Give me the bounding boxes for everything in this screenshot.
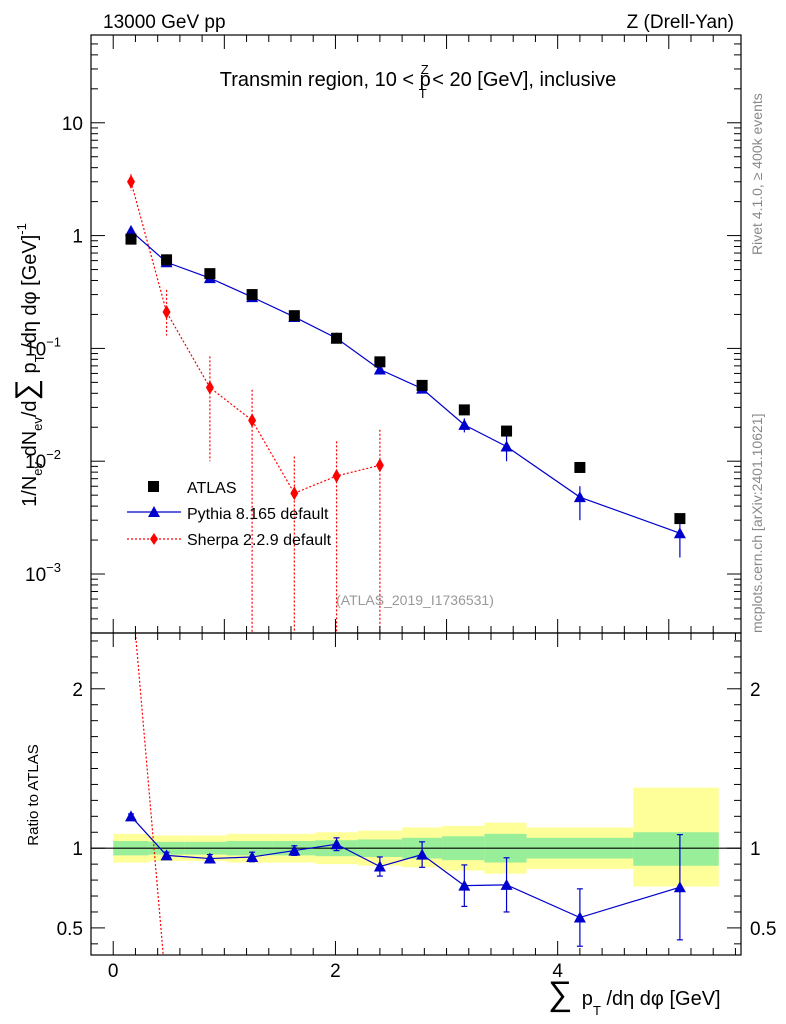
main-y-tick-label: 10 xyxy=(62,114,83,135)
atlas-point xyxy=(501,425,513,437)
mcplots-label: mcplots.cern.ch [arXiv:2401.10621] xyxy=(749,414,765,633)
main-y-tick-label: 10−1 xyxy=(25,334,61,360)
legend-pythia-marker xyxy=(148,506,160,517)
atlas-point xyxy=(125,233,137,245)
main-y-axis-label: 1/Nev dNev/d∑ pT /dη dφ [GeV]-1 xyxy=(10,223,47,507)
pythia-point xyxy=(373,363,386,375)
ratio-y-tick-label: 1 xyxy=(72,839,83,860)
ratio-pythia-point xyxy=(330,838,343,850)
main-series-layer xyxy=(125,174,686,633)
ratio-pythia-point xyxy=(203,852,216,864)
pythia-point xyxy=(673,527,686,539)
ratio-pythia-point xyxy=(673,881,686,893)
legend: ATLAS Pythia 8.165 default Sherpa 2.2.9 … xyxy=(127,480,332,549)
atlas-point xyxy=(416,379,428,391)
atlas-point xyxy=(574,461,586,473)
atlas-point xyxy=(246,289,258,301)
sherpa-point xyxy=(375,458,384,473)
ratio-pythia-point xyxy=(288,844,301,856)
atlas-point xyxy=(331,332,343,344)
sherpa-point xyxy=(290,486,299,501)
sherpa-point xyxy=(162,305,171,320)
ratio-y-tick-label: 2 xyxy=(72,680,83,701)
legend-pythia-label: Pythia 8.165 default xyxy=(187,506,329,523)
ratio-pythia-line xyxy=(130,815,681,919)
title-text: Transmin region, 10 < p xyxy=(220,69,431,91)
ratio-y-tick-label-right: 0.5 xyxy=(750,919,776,940)
process-label: Z (Drell-Yan) xyxy=(627,12,734,33)
legend-atlas-marker xyxy=(148,481,159,492)
ratio-y-axis-label: Ratio to ATLAS xyxy=(25,744,42,845)
beam-label: 13000 GeV pp xyxy=(103,12,226,33)
ratio-y-tick-label-right: 1 xyxy=(750,839,761,860)
ratio-pythia-point xyxy=(500,878,513,890)
atlas-point xyxy=(674,513,686,525)
ratio-pythia-point xyxy=(125,810,137,822)
legend-atlas-label: ATLAS xyxy=(187,480,237,497)
sherpa-point xyxy=(332,468,341,483)
ratio-band-green xyxy=(633,832,719,866)
ratio-axes: 0 2 4 0.5 0.5 1 1 2 2 xyxy=(57,632,776,982)
main-y-tick-label: 10−3 xyxy=(25,560,61,586)
ratio-uncertainty-bands xyxy=(91,787,741,887)
ratio-pythia-point xyxy=(416,848,429,860)
ratio-series-layer xyxy=(125,632,686,956)
ratio-pythia-point xyxy=(373,860,386,872)
atlas-point xyxy=(204,268,216,280)
sherpa-point xyxy=(127,174,135,189)
pythia-point xyxy=(500,440,513,452)
legend-sherpa-marker xyxy=(150,533,158,545)
ratio-pythia-point xyxy=(246,850,259,862)
pythia-line xyxy=(130,230,681,534)
legend-sherpa-label: Sherpa 2.2.9 default xyxy=(187,532,332,549)
rivet-label: Rivet 4.1.0, ≥ 400k events xyxy=(749,93,765,255)
main-y-tick-label: 10−2 xyxy=(25,447,61,473)
pythia-point xyxy=(573,491,586,503)
atlas-point xyxy=(458,404,470,416)
sherpa-point xyxy=(205,380,214,395)
ratio-pythia-point xyxy=(160,849,173,861)
ratio-pythia-point xyxy=(573,911,586,923)
ratio-y-tick-label-right: 2 xyxy=(750,680,761,701)
sherpa-line xyxy=(130,181,381,494)
main-y-tick-label: 1 xyxy=(72,227,83,248)
sherpa-point xyxy=(248,413,257,428)
atlas-point xyxy=(161,254,173,266)
atlas-point xyxy=(288,310,300,322)
atlas-point xyxy=(374,356,386,368)
main-axes: 10 1 10−1 10−2 10−3 xyxy=(25,34,742,634)
ratio-pythia-point xyxy=(458,879,471,891)
pythia-point xyxy=(458,418,471,430)
ratio-y-tick-label: 0.5 xyxy=(57,919,83,940)
ratio-sherpa-line xyxy=(134,632,164,956)
pythia-point xyxy=(125,224,137,236)
ratio-frame-box xyxy=(90,632,742,956)
main-title: Transmin region, 10 < pZ T < 20 [GeV], in… xyxy=(220,62,617,101)
ratio-x-tick-label: 0 xyxy=(108,961,119,982)
x-axis-label: ∑ pT /dη dφ [GeV] xyxy=(548,975,721,1018)
ratio-x-tick-label: 2 xyxy=(330,961,341,982)
ratio-x-tick-label: 4 xyxy=(552,961,563,982)
analysis-watermark: (ATLAS_2019_I1736531) xyxy=(336,592,494,608)
